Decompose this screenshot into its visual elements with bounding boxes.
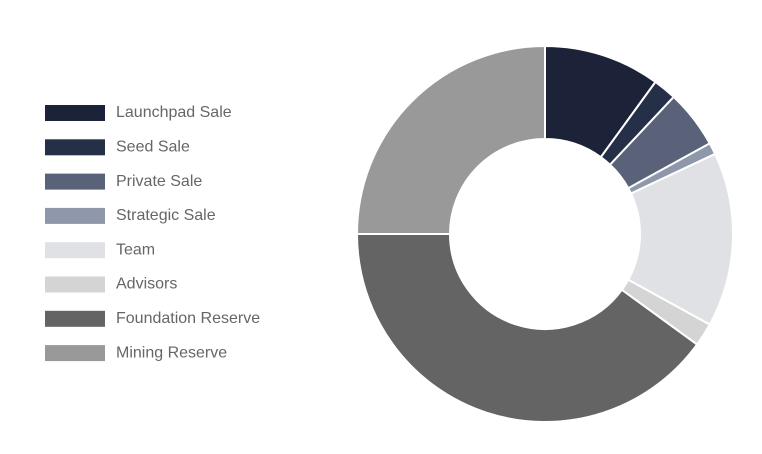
legend-label[interactable]: Private Sale [116, 173, 202, 190]
legend-swatch[interactable] [45, 139, 105, 156]
legend-swatch[interactable] [45, 276, 105, 293]
legend-swatch[interactable] [45, 345, 105, 362]
legend-swatch[interactable] [45, 242, 105, 259]
legend-label[interactable]: Launchpad Sale [116, 104, 232, 121]
donut-segment [355, 44, 546, 235]
legend-swatch[interactable] [45, 173, 105, 190]
legend-label[interactable]: Seed Sale [116, 139, 190, 156]
legend-swatch[interactable] [45, 310, 105, 327]
legend-swatch[interactable] [45, 207, 105, 224]
legend-label[interactable]: Team [116, 241, 155, 258]
legend-label[interactable]: Mining Reserve [116, 344, 227, 361]
legend-label[interactable]: Advisors [116, 276, 177, 293]
legend-label[interactable]: Strategic Sale [116, 207, 216, 224]
donut-segment [355, 233, 699, 423]
legend-label[interactable]: Foundation Reserve [116, 310, 260, 327]
legend-swatch[interactable] [45, 105, 105, 121]
